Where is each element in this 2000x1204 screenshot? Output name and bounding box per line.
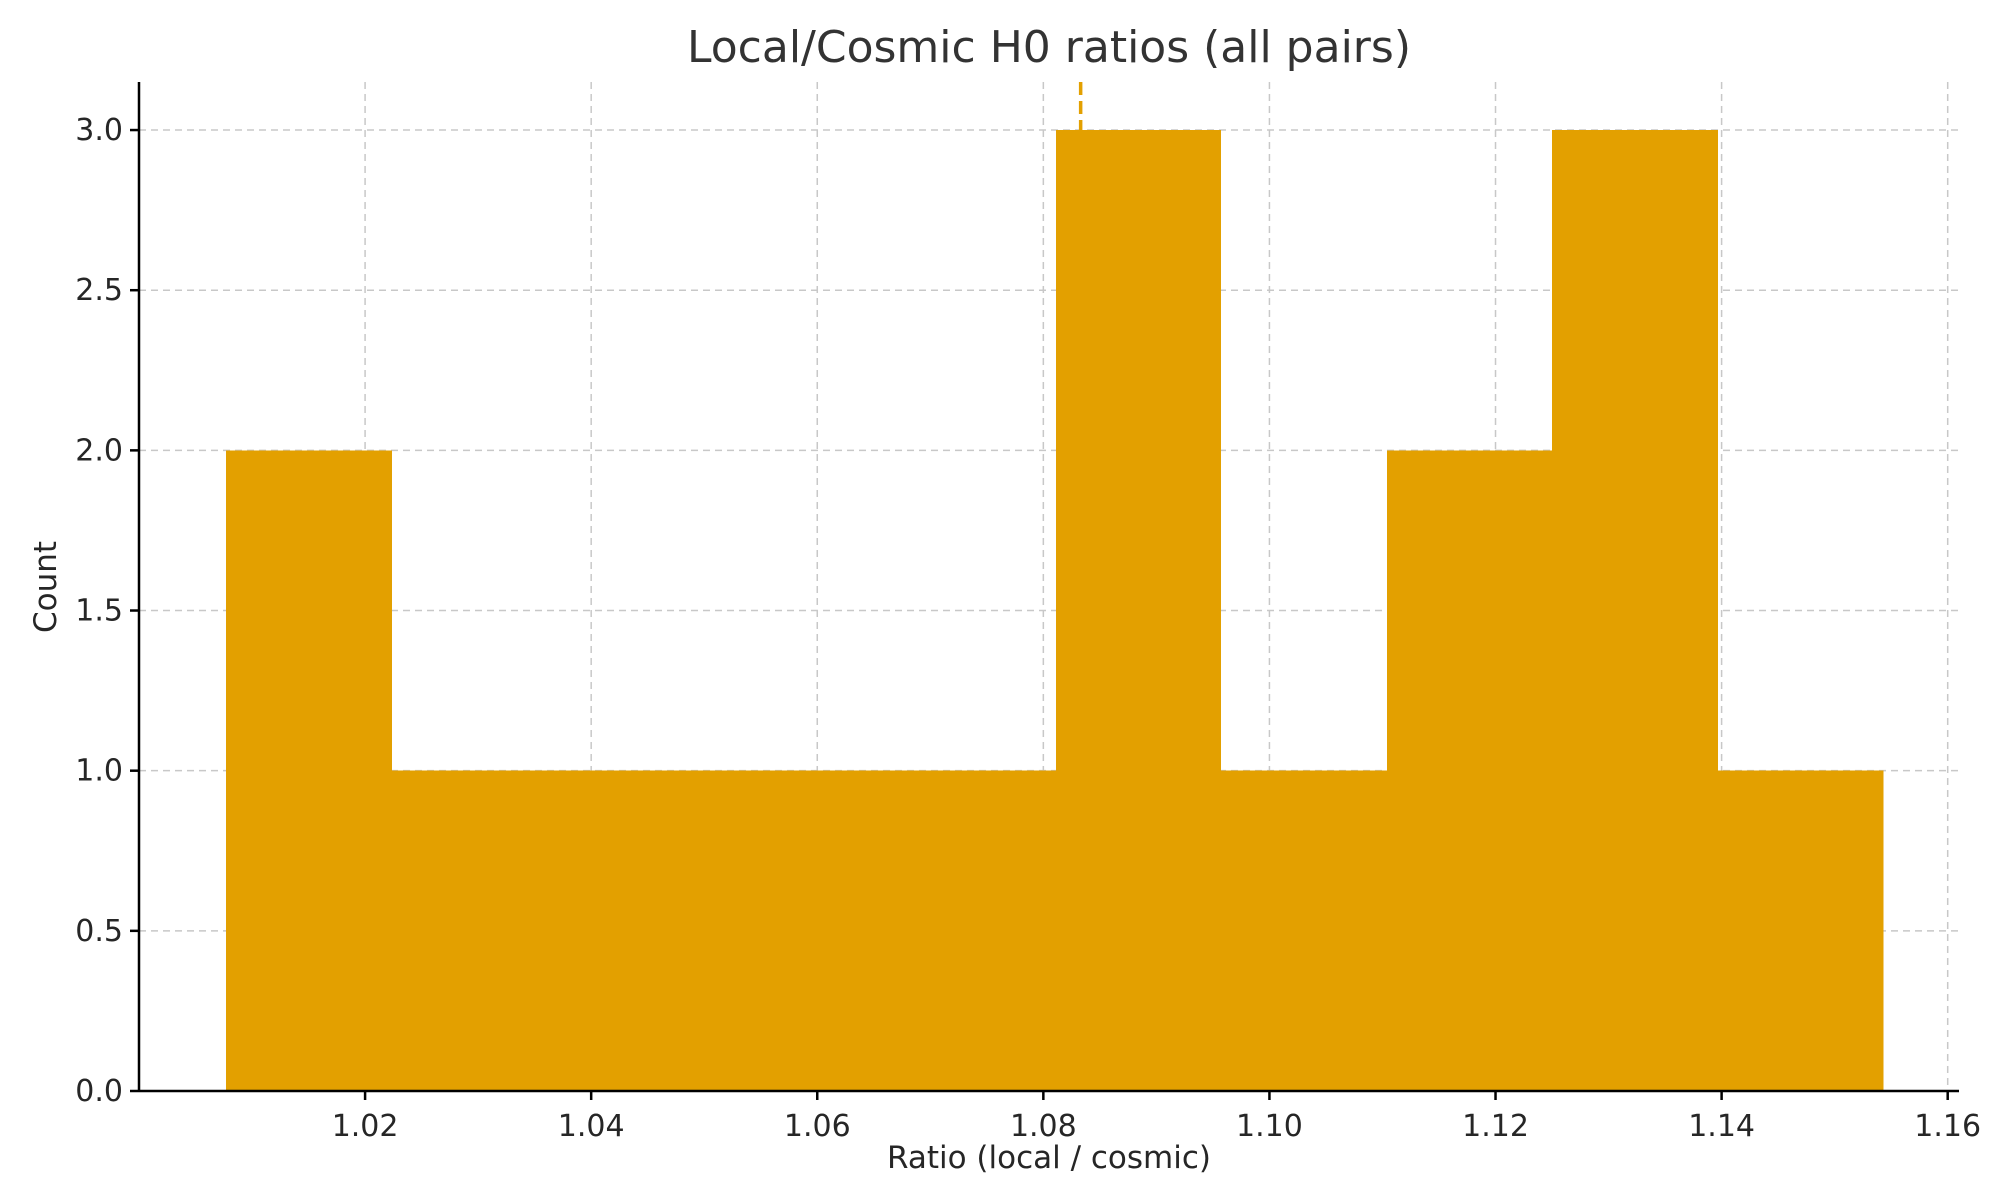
x-tick-label: 1.16 (1914, 1109, 1981, 1144)
x-tick-label: 1.10 (1236, 1109, 1303, 1144)
chart-title: Local/Cosmic H0 ratios (all pairs) (687, 22, 1411, 73)
histogram-bar (1552, 130, 1719, 1092)
histogram-bar (723, 770, 890, 1091)
histogram-bar (392, 770, 559, 1091)
y-tick-label: 0.0 (75, 1074, 123, 1109)
bars-layer (226, 130, 1884, 1092)
histogram-bar (226, 450, 393, 1091)
x-tick-label: 1.14 (1688, 1109, 1755, 1144)
y-tick-label: 2.5 (75, 273, 123, 308)
x-tick-label: 1.12 (1462, 1109, 1529, 1144)
y-tick-label: 2.0 (75, 433, 123, 468)
x-tick-label: 1.06 (784, 1109, 851, 1144)
x-tick-label: 1.04 (558, 1109, 625, 1144)
x-axis-label: Ratio (local / cosmic) (887, 1140, 1211, 1176)
histogram-bar (1387, 450, 1553, 1091)
y-tick-label: 0.5 (75, 914, 123, 949)
histogram-bar (889, 770, 1056, 1091)
histogram-bar (1055, 130, 1221, 1092)
histogram-bar (1718, 770, 1884, 1091)
y-tick-label: 3.0 (75, 113, 123, 148)
histogram-bar (1220, 770, 1387, 1091)
y-axis-label: Count (28, 541, 64, 633)
y-tick-label: 1.0 (75, 754, 123, 789)
axes-layer: 1.02 1.04 1.06 1.08 1.10 1.12 1.14 1.16 0.0 0.5 1.… (75, 82, 1981, 1144)
labels-layer: Local/Cosmic H0 ratios (all pairs) Ratio… (28, 22, 1411, 1176)
y-tick-label: 1.5 (75, 594, 123, 629)
x-tick-label: 1.08 (1010, 1109, 1077, 1144)
histogram-bar (558, 770, 724, 1091)
x-tick-label: 1.02 (332, 1109, 399, 1144)
